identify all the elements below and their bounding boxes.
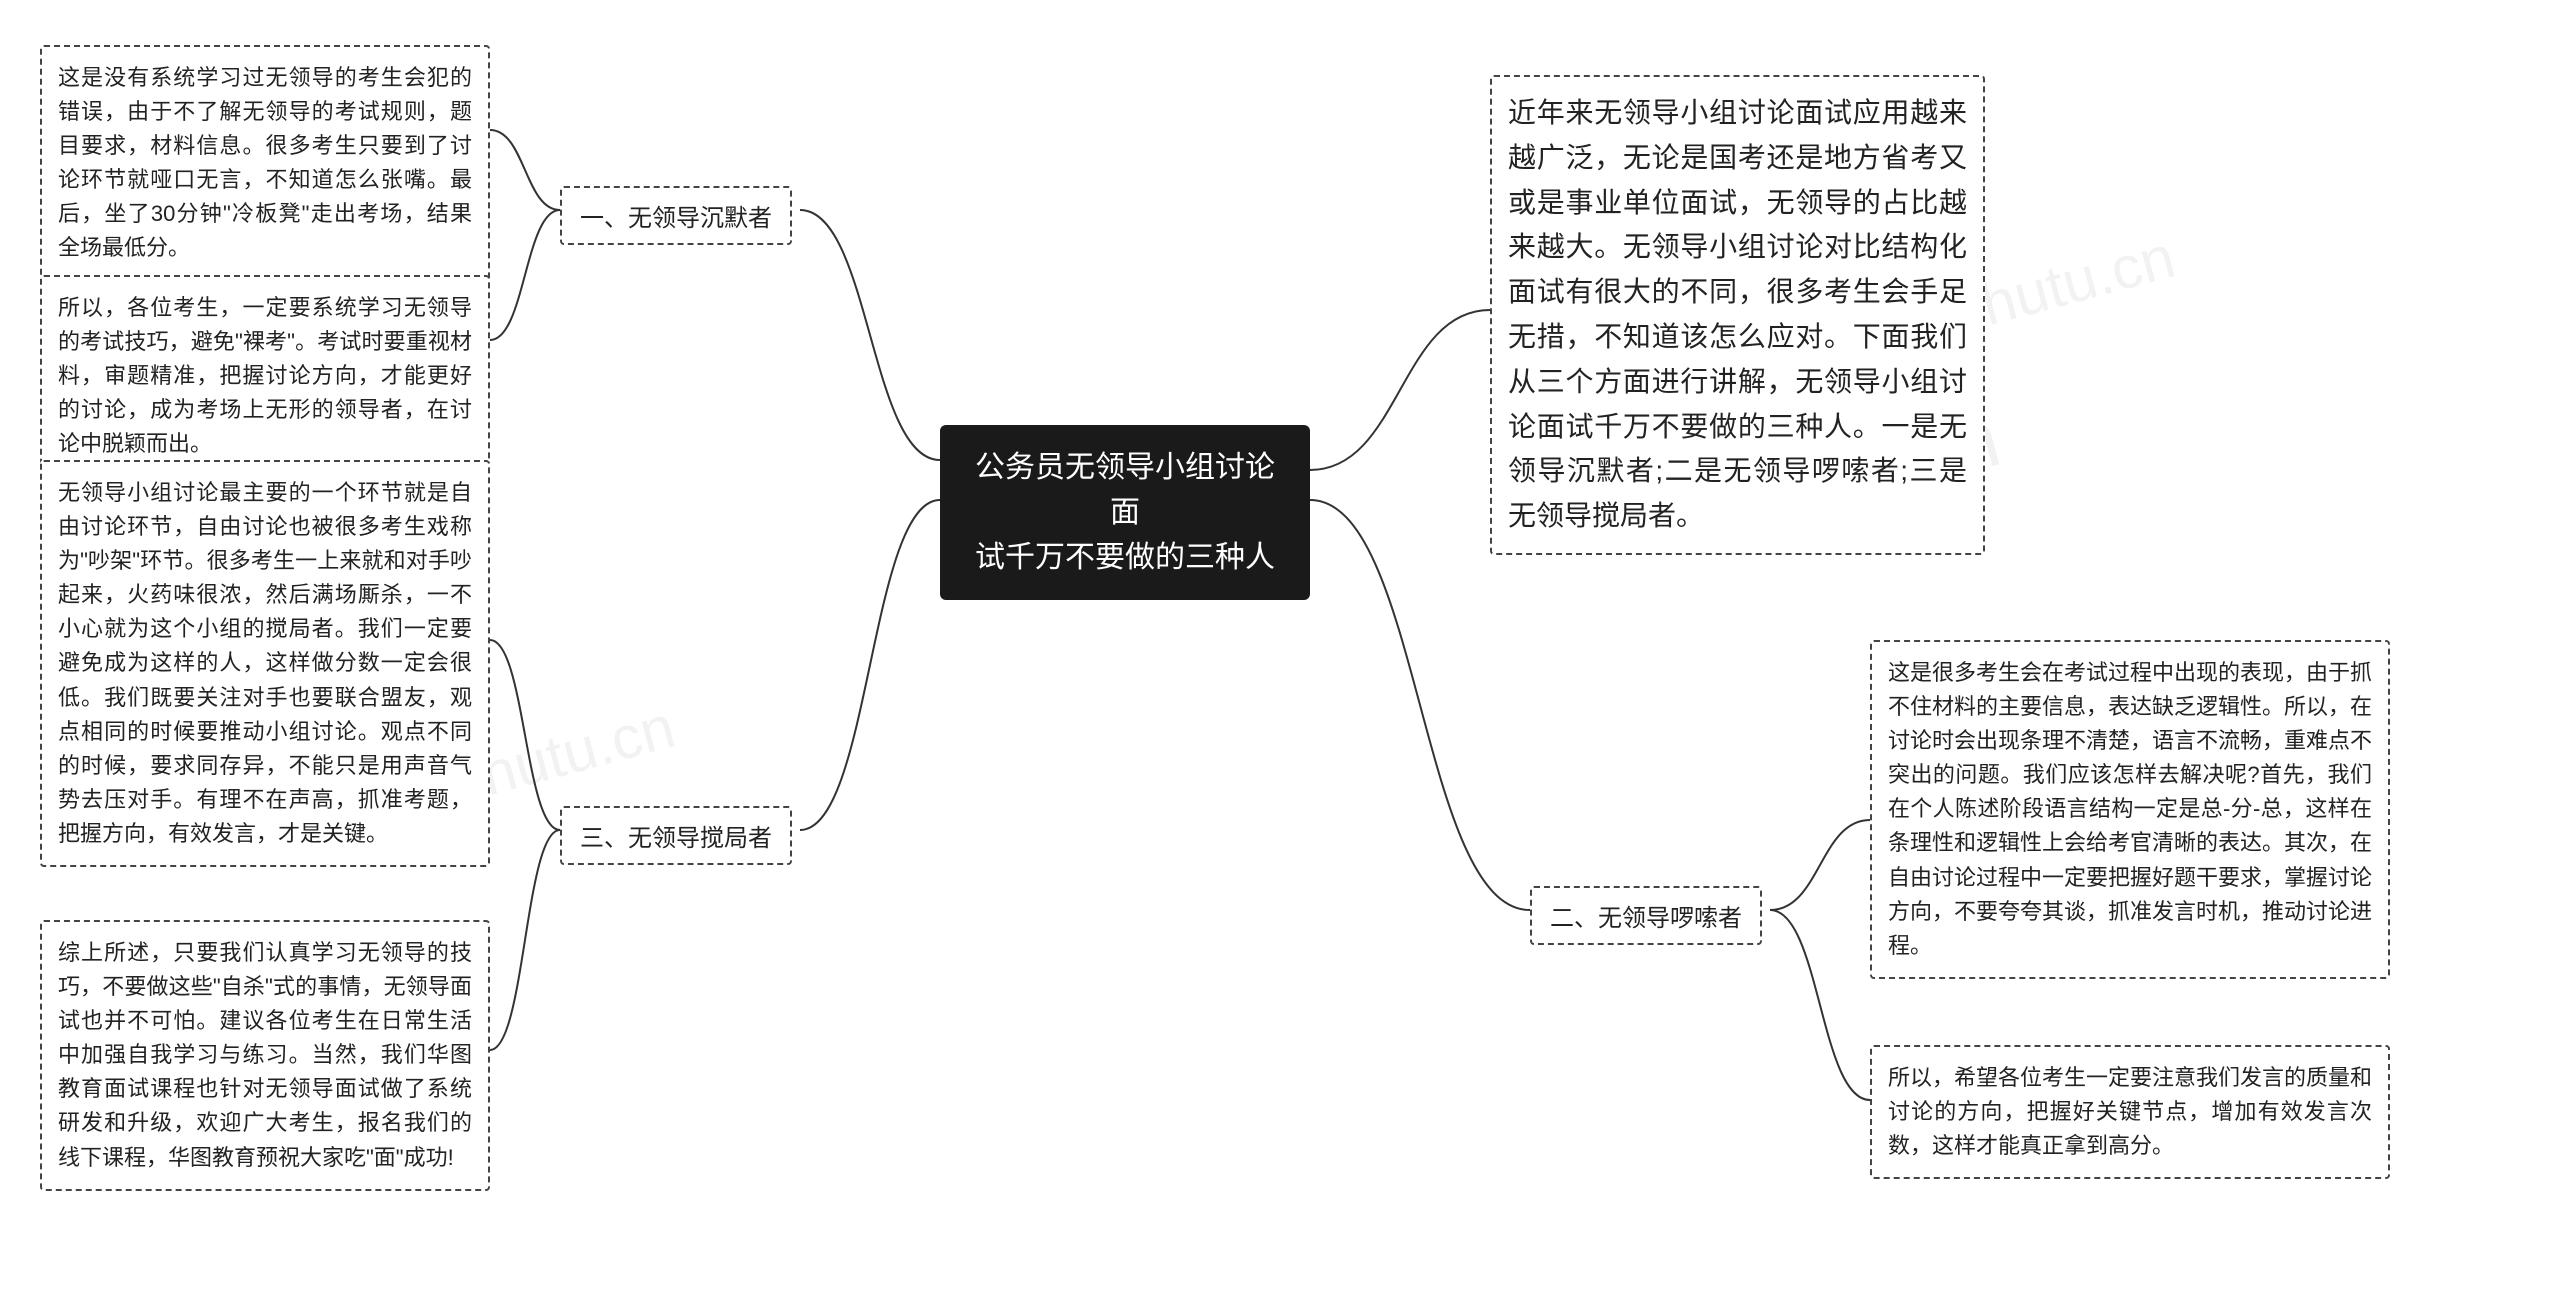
branch-1-leaf-1: 这是没有系统学习过无领导的考生会犯的错误，由于不了解无领导的考试规则，题目要求，… bbox=[40, 45, 490, 282]
intro-box: 近年来无领导小组讨论面试应用越来越广泛，无论是国考还是地方省考又或是事业单位面试… bbox=[1490, 75, 1985, 555]
branch-1: 一、无领导沉默者 bbox=[560, 186, 792, 245]
branch-2-leaf-1: 这是很多考生会在考试过程中出现的表现，由于抓不住材料的主要信息，表达缺乏逻辑性。… bbox=[1870, 640, 2390, 979]
branch-1-label: 一、无领导沉默者 bbox=[580, 205, 772, 232]
intro-text: 近年来无领导小组讨论面试应用越来越广泛，无论是国考还是地方省考又或是事业单位面试… bbox=[1508, 97, 1967, 531]
branch-2-leaf-2-text: 所以，希望各位考生一定要注意我们发言的质量和讨论的方向，把握好关键节点，增加有效… bbox=[1888, 1065, 2372, 1158]
center-topic: 公务员无领导小组讨论面试千万不要做的三种人 bbox=[940, 425, 1310, 600]
branch-2: 二、无领导啰嗦者 bbox=[1530, 886, 1762, 945]
branch-3-leaf-2-text: 综上所述，只要我们认真学习无领导的技巧，不要做这些"自杀"式的事情，无领导面试也… bbox=[58, 940, 472, 1170]
branch-2-label: 二、无领导啰嗦者 bbox=[1550, 905, 1742, 932]
branch-2-leaf-1-text: 这是很多考生会在考试过程中出现的表现，由于抓不住材料的主要信息，表达缺乏逻辑性。… bbox=[1888, 660, 2372, 958]
branch-1-leaf-2-text: 所以，各位考生，一定要系统学习无领导的考试技巧，避免"裸考"。考试时要重视材料，… bbox=[58, 295, 472, 456]
branch-3-leaf-1-text: 无领导小组讨论最主要的一个环节就是自由讨论环节，自由讨论也被很多考生戏称为"吵架… bbox=[58, 480, 472, 846]
branch-1-leaf-1-text: 这是没有系统学习过无领导的考生会犯的错误，由于不了解无领导的考试规则，题目要求，… bbox=[58, 65, 472, 260]
center-title: 公务员无领导小组讨论面试千万不要做的三种人 bbox=[975, 451, 1275, 574]
branch-3-label: 三、无领导搅局者 bbox=[580, 825, 772, 852]
branch-1-leaf-2: 所以，各位考生，一定要系统学习无领导的考试技巧，避免"裸考"。考试时要重视材料，… bbox=[40, 275, 490, 477]
branch-3: 三、无领导搅局者 bbox=[560, 806, 792, 865]
branch-2-leaf-2: 所以，希望各位考生一定要注意我们发言的质量和讨论的方向，把握好关键节点，增加有效… bbox=[1870, 1045, 2390, 1179]
branch-3-leaf-1: 无领导小组讨论最主要的一个环节就是自由讨论环节，自由讨论也被很多考生戏称为"吵架… bbox=[40, 460, 490, 867]
branch-3-leaf-2: 综上所述，只要我们认真学习无领导的技巧，不要做这些"自杀"式的事情，无领导面试也… bbox=[40, 920, 490, 1191]
